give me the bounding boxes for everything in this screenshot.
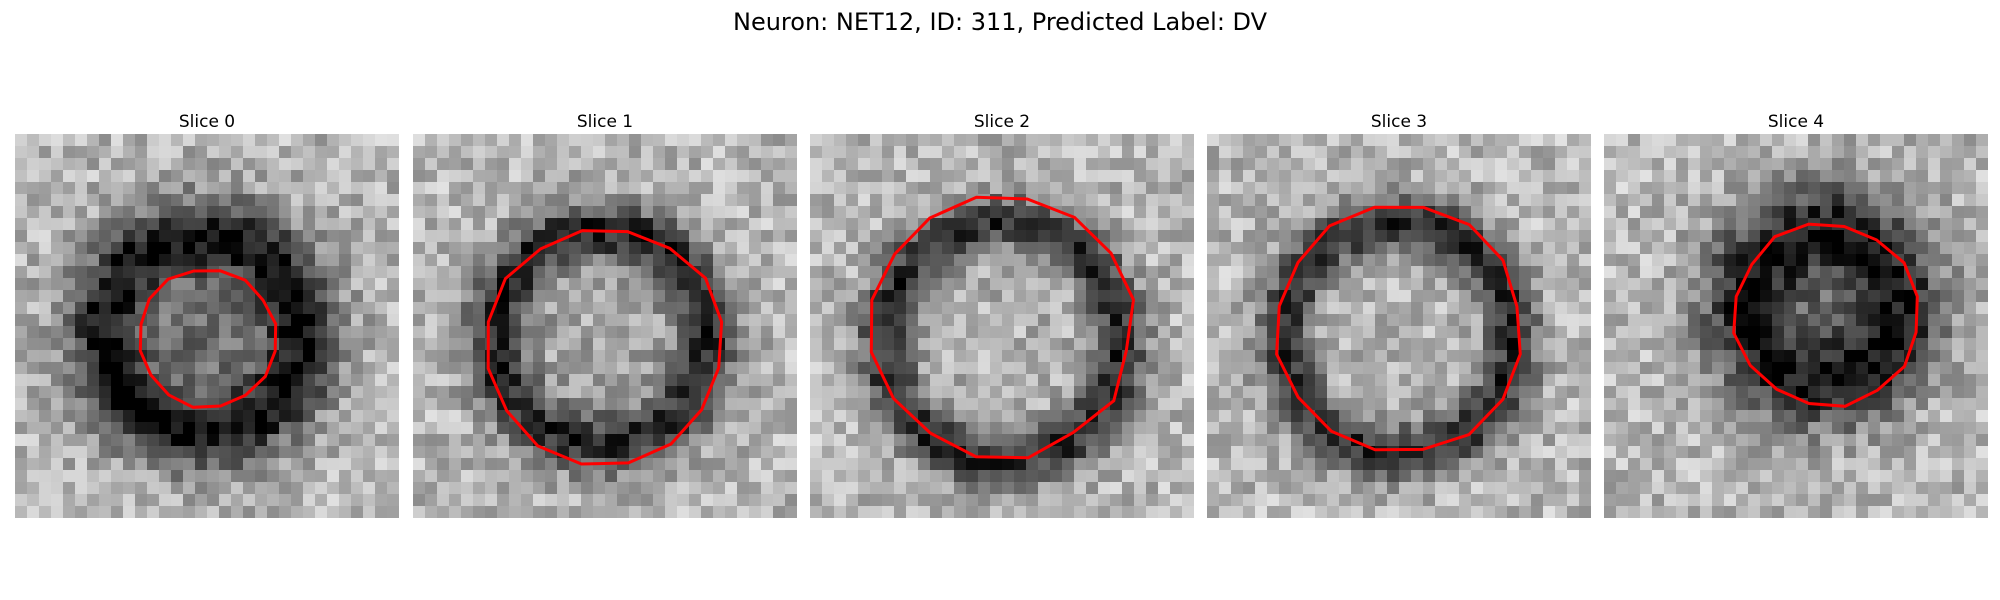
roi-contour-layer: [138, 269, 278, 409]
figure-title: Neuron: NET12, ID: 311, Predicted Label:…: [732, 8, 1268, 36]
slice-image: [413, 134, 797, 518]
slice-image: [810, 134, 1194, 518]
slice-heatmap: [1604, 134, 1988, 518]
slice-heatmap: [15, 134, 399, 518]
roi-contour: [869, 195, 1136, 460]
slice-panel: Slice 2: [810, 110, 1194, 518]
roi-contour-layer: [1275, 205, 1522, 452]
slice-title: Slice 3: [1370, 112, 1428, 132]
roi-contour-layer: [1732, 222, 1919, 408]
slice-panel: Slice 4: [1604, 110, 1988, 518]
slice-image: [1207, 134, 1591, 518]
slice-title: Slice 4: [1767, 112, 1825, 132]
slice-title: Slice 0: [178, 112, 236, 132]
slice-title: Slice 1: [576, 112, 634, 132]
slice-title: Slice 2: [973, 112, 1031, 132]
slice-heatmap: [413, 134, 797, 518]
slice-image: [1604, 134, 1988, 518]
roi-contour: [486, 229, 724, 466]
roi-contour: [138, 269, 278, 409]
slice-panel: Slice 0: [15, 110, 399, 518]
slice-panel: Slice 3: [1207, 110, 1591, 518]
roi-contour: [1732, 222, 1919, 408]
roi-contour: [1275, 205, 1522, 452]
slice-panel: Slice 1: [413, 110, 797, 518]
roi-contour-layer: [486, 229, 724, 466]
slice-heatmap: [1207, 134, 1591, 518]
slice-image: [15, 134, 399, 518]
roi-contour-layer: [869, 195, 1136, 460]
